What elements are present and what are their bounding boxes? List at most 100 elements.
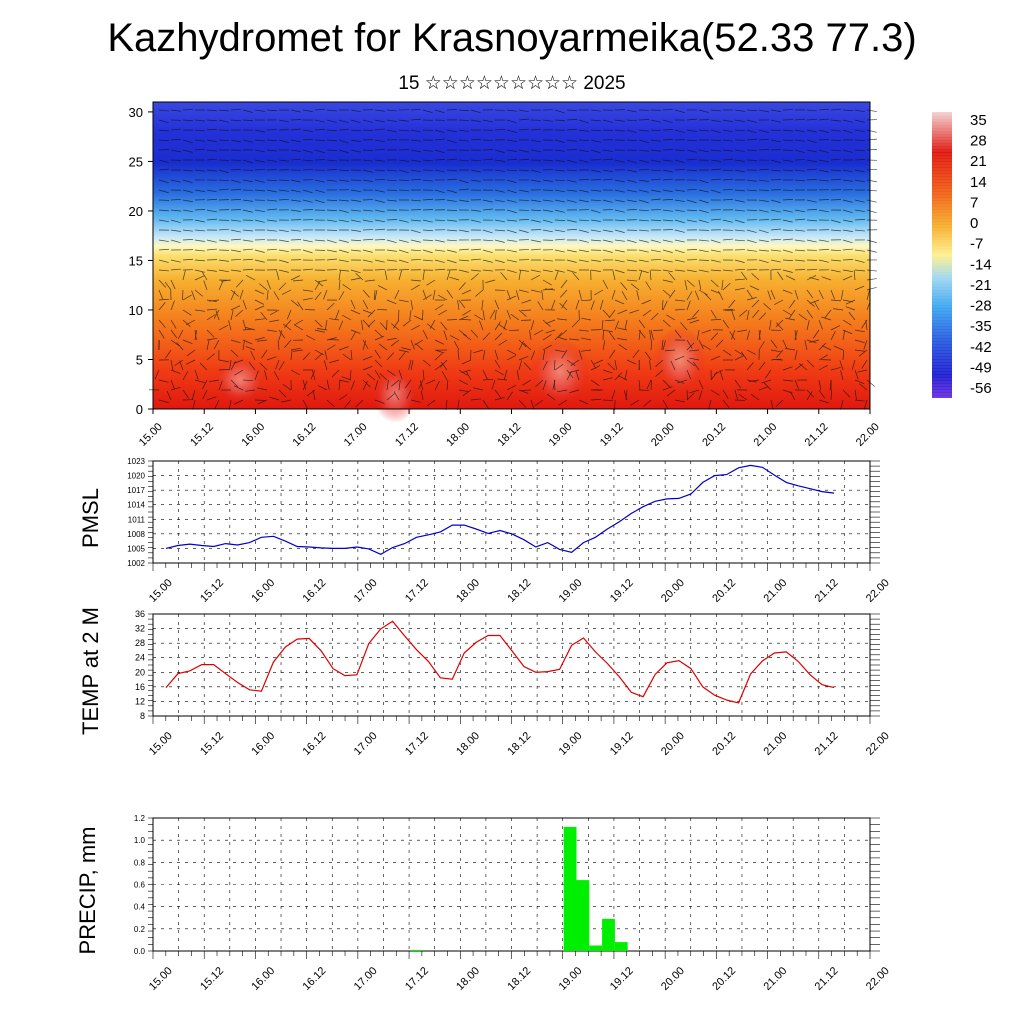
grid-lines: [152, 460, 871, 564]
wind-barb: [482, 269, 493, 272]
wind-barb: [866, 249, 877, 253]
wind-barb: [686, 129, 697, 132]
wind-barb: [806, 159, 817, 163]
wind-barb: [278, 269, 289, 273]
wind-barb: [302, 289, 313, 292]
wind-barb: [242, 239, 253, 242]
wind-barb: [698, 129, 709, 132]
wind-barb: [626, 129, 637, 133]
wind-barb: [854, 285, 865, 291]
wind-barb: [457, 350, 460, 361]
wind-barb: [626, 109, 637, 113]
wind-barb: [578, 249, 589, 253]
wind-barb: [302, 249, 313, 254]
wind-barb: [410, 199, 421, 202]
wind-barb: [806, 269, 818, 271]
wind-barb: [266, 248, 277, 251]
wind-barb: [674, 259, 685, 263]
wind-barb: [458, 282, 466, 291]
wind-barb: [668, 272, 676, 281]
wind-barb: [686, 188, 697, 191]
wind-barb: [434, 349, 445, 354]
wind-barb: [662, 209, 673, 212]
wind-barb: [506, 139, 517, 142]
wind-barb: [349, 369, 352, 380]
wind-barb: [203, 280, 208, 291]
wind-barb: [698, 259, 710, 261]
wind-barb: [782, 366, 793, 371]
wind-barb: [314, 281, 321, 291]
wind-barb: [230, 199, 242, 201]
wind-barb: [302, 209, 314, 211]
wind-barb: [498, 324, 508, 331]
wind-barb: [734, 349, 744, 356]
wind-barb: [254, 109, 265, 112]
wind-barb: [482, 332, 491, 341]
wind-barb: [482, 208, 493, 211]
wind-barb: [830, 129, 841, 132]
wind-barb: [242, 379, 254, 382]
x-tick-label: 16.12: [301, 965, 329, 993]
wind-barb: [457, 300, 460, 311]
wind-barb: [170, 109, 181, 112]
wind-barb: [626, 259, 637, 262]
wind-barb: [734, 239, 745, 242]
wind-barb: [165, 349, 172, 359]
wind-barb: [530, 399, 535, 410]
wind-barb: [770, 139, 781, 143]
wind-barb: [813, 301, 820, 311]
wind-barb: [266, 179, 278, 182]
wind-barb: [866, 138, 877, 141]
wind-barb: [662, 229, 674, 231]
wind-barb: [734, 209, 745, 212]
wind-barb: [494, 159, 505, 162]
wind-barb: [506, 355, 517, 361]
wind-barb: [494, 229, 505, 232]
wind-barb: [746, 119, 757, 123]
wind-barb: [782, 219, 793, 223]
wind-barb: [566, 128, 577, 131]
wind-barb: [530, 229, 542, 231]
wind-barb: [650, 379, 652, 391]
x-tick-label: 19.00: [547, 421, 575, 449]
wind-barb: [770, 349, 781, 353]
wind-barb: [482, 239, 493, 242]
wind-barb: [317, 279, 328, 283]
wind-barb: [470, 179, 481, 182]
wind-barb: [842, 239, 853, 244]
colorbar-label: 28: [970, 133, 987, 150]
wind-barb: [286, 309, 292, 320]
wind-barb: [638, 209, 650, 212]
x-tick-label: 17.00: [352, 730, 380, 758]
wind-barb: [158, 179, 169, 184]
wind-barb: [312, 390, 316, 401]
wind-barb: [542, 259, 553, 262]
wind-barb: [386, 109, 397, 112]
wind-barb: [242, 199, 253, 202]
x-tick-label: 22.00: [864, 965, 892, 993]
wind-barb: [506, 229, 517, 234]
wind-barb: [350, 129, 361, 132]
wind-barb: [518, 399, 527, 408]
wind-barb: [170, 229, 181, 232]
wind-barb: [830, 289, 835, 300]
wind-barb: [518, 118, 529, 121]
wind-barb: [269, 319, 280, 323]
wind-barb: [734, 278, 745, 281]
wind-barb: [254, 189, 265, 192]
wind-barb: [638, 219, 649, 222]
wind-barb: [698, 219, 709, 224]
wind-barb: [245, 275, 256, 281]
wind-barb: [158, 329, 165, 339]
x-tick-label: 20.12: [710, 577, 738, 605]
wind-barb: [206, 189, 217, 193]
wind-barb: [362, 249, 373, 253]
wind-barb: [410, 139, 421, 142]
wind-barb: [655, 369, 664, 377]
wind-barb: [590, 379, 600, 386]
wind-barb: [194, 229, 205, 232]
wind-barb: [398, 269, 410, 271]
wind-barb: [770, 228, 781, 231]
wind-barb: [266, 329, 277, 332]
wind-barb: [542, 334, 552, 341]
